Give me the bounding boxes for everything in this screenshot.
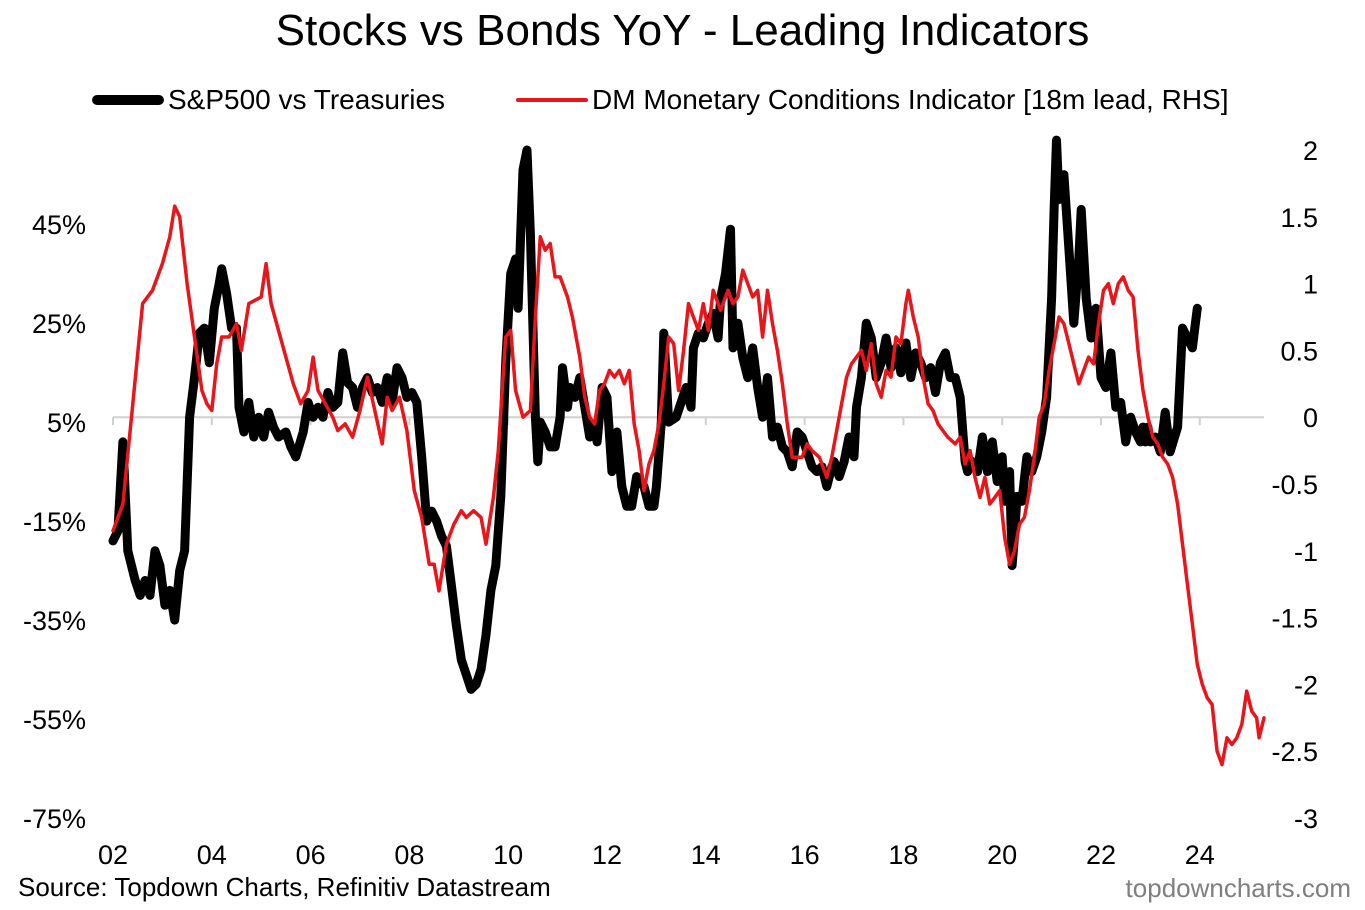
x-tick-label: 10 bbox=[493, 840, 523, 870]
x-tick-label: 02 bbox=[98, 840, 128, 870]
legend-label-dm: DM Monetary Conditions Indicator [18m le… bbox=[592, 84, 1229, 115]
right-axis-tick-label: -2.5 bbox=[1271, 737, 1318, 767]
left-axis-tick-label: -55% bbox=[23, 705, 86, 735]
legend-label-spx: S&P500 vs Treasuries bbox=[168, 84, 446, 115]
left-axis-tick-label: 25% bbox=[32, 309, 86, 339]
right-axis-tick-label: -2 bbox=[1294, 670, 1318, 700]
x-tick-label: 22 bbox=[1086, 840, 1116, 870]
x-tick-label: 20 bbox=[987, 840, 1017, 870]
right-axis-tick-label: 1.5 bbox=[1280, 203, 1318, 233]
left-axis-tick-label: -15% bbox=[23, 507, 86, 537]
right-axis-tick-label: 0.5 bbox=[1280, 336, 1318, 366]
series-line-dm-monetary-conditions bbox=[111, 204, 1266, 767]
series-line-spx-vs-treasuries bbox=[108, 135, 1202, 694]
right-axis-tick-label: -3 bbox=[1294, 804, 1318, 834]
left-axis-tick-label: -75% bbox=[23, 804, 86, 834]
right-axis-tick-label: 2 bbox=[1303, 136, 1318, 166]
x-tick-label: 12 bbox=[592, 840, 622, 870]
source-note: Source: Topdown Charts, Refinitiv Datast… bbox=[18, 872, 551, 902]
legend-swatch-dm bbox=[516, 98, 588, 102]
x-tick-label: 14 bbox=[691, 840, 721, 870]
right-axis-tick-label: 0 bbox=[1303, 403, 1318, 433]
x-tick-label: 04 bbox=[197, 840, 227, 870]
legend-item-spx: S&P500 vs Treasuries bbox=[92, 84, 445, 116]
left-axis-tick-label: -35% bbox=[23, 606, 86, 636]
x-tick-label: 24 bbox=[1185, 840, 1215, 870]
left-axis-tick-label: 45% bbox=[32, 210, 86, 240]
x-tick-label: 06 bbox=[296, 840, 326, 870]
x-tick-label: 08 bbox=[394, 840, 424, 870]
right-axis-tick-label: -1.5 bbox=[1271, 604, 1318, 634]
left-axis-tick-label: 5% bbox=[47, 408, 86, 438]
x-tick-label: 16 bbox=[790, 840, 820, 870]
right-axis-tick-label: -0.5 bbox=[1271, 470, 1318, 500]
legend-swatch-spx bbox=[92, 95, 164, 105]
right-axis-tick-label: -1 bbox=[1294, 537, 1318, 567]
x-tick-label: 18 bbox=[888, 840, 918, 870]
right-axis-tick-label: 1 bbox=[1303, 270, 1318, 300]
chart-title: Stocks vs Bonds YoY - Leading Indicators bbox=[275, 6, 1090, 55]
watermark: topdowncharts.com bbox=[1125, 873, 1351, 903]
legend-item-dm: DM Monetary Conditions Indicator [18m le… bbox=[516, 84, 1229, 116]
legend: S&P500 vs Treasuries DM Monetary Conditi… bbox=[0, 84, 1365, 120]
